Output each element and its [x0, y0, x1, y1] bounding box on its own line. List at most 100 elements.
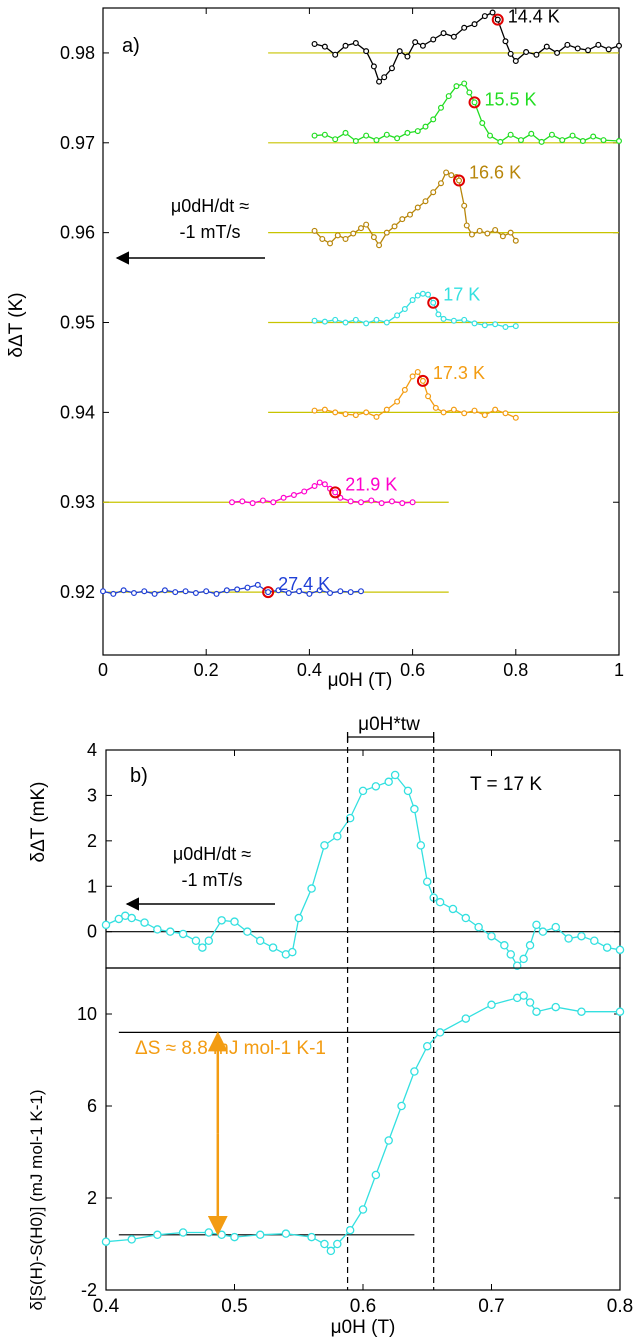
panel-a-frame	[102, 7, 620, 656]
data-point	[512, 323, 519, 330]
data-point	[419, 290, 426, 297]
data-point	[358, 499, 365, 506]
data-point	[342, 411, 349, 418]
data-point	[416, 841, 426, 850]
data-point	[371, 1170, 381, 1180]
data-point	[332, 489, 339, 496]
panel-b-y-label: δΔT (mK)	[28, 782, 49, 863]
data-point	[502, 324, 509, 331]
data-point	[399, 500, 406, 507]
data-point	[397, 1101, 406, 1111]
x-tick-label: 1	[614, 660, 624, 680]
data-point	[448, 172, 455, 179]
data-point	[471, 407, 478, 414]
data-point	[358, 1205, 368, 1214]
y-tick-label: 0.95	[60, 313, 95, 333]
panel-c-x-label: μ0H (T)	[331, 1317, 396, 1338]
data-point	[101, 1237, 111, 1246]
data-point	[453, 83, 460, 90]
data-point	[371, 782, 381, 791]
data-point	[321, 481, 328, 488]
panel-c-y-label: δ[S(H)-S(H0)] (mJ mol-1 K-1)	[27, 1089, 46, 1310]
data-point	[435, 311, 442, 318]
data-point	[178, 929, 188, 939]
data-point	[474, 922, 483, 932]
data-point	[255, 936, 265, 946]
data-point	[370, 63, 377, 70]
y-tick-label: 0.96	[60, 223, 95, 243]
y-tick-label: 0.93	[60, 492, 95, 512]
data-point	[332, 136, 339, 143]
y-tick-label: 2	[87, 831, 97, 851]
data-point	[363, 320, 370, 327]
data-point	[363, 132, 370, 139]
data-point	[461, 1014, 471, 1023]
data-point	[432, 404, 439, 411]
data-point	[430, 116, 437, 123]
data-point	[311, 483, 318, 490]
x-tick-label: 0.2	[194, 660, 219, 680]
data-point	[481, 322, 488, 329]
data-point	[564, 934, 573, 943]
data-point	[481, 13, 488, 20]
data-point	[306, 590, 313, 597]
data-point	[217, 916, 226, 925]
data-point	[468, 231, 475, 238]
data-point	[290, 492, 297, 499]
data-point	[554, 49, 561, 56]
data-point	[376, 78, 383, 85]
panel-b-entropy: -2 2 6 10 0.4 0.5 0.6 0.7 0.8	[77, 967, 633, 1317]
data-point	[538, 927, 548, 936]
data-point	[114, 914, 124, 924]
data-point	[384, 777, 393, 787]
series-label: 17.3 K	[433, 363, 485, 383]
data-point	[489, 9, 496, 16]
y-tick-label: 0.94	[60, 402, 95, 422]
x-tick-label: 0.7	[478, 1296, 504, 1317]
data-point	[481, 412, 488, 419]
data-point	[430, 299, 437, 306]
data-point	[394, 398, 401, 405]
data-point	[517, 137, 524, 144]
data-point	[492, 226, 499, 233]
data-point	[484, 230, 491, 237]
data-point	[332, 51, 339, 58]
data-point	[285, 589, 292, 596]
data-point	[319, 235, 326, 242]
data-point	[230, 917, 239, 926]
data-point	[492, 321, 499, 328]
data-point	[422, 877, 432, 886]
data-point	[130, 589, 137, 596]
data-point	[615, 1007, 625, 1016]
data-point	[358, 588, 365, 595]
data-point	[172, 589, 179, 596]
data-point	[311, 407, 318, 414]
data-point	[270, 499, 277, 506]
data-point	[492, 406, 499, 413]
panel-c-frame	[105, 967, 621, 1291]
data-point	[538, 138, 545, 145]
data-point	[352, 412, 359, 419]
data-point	[425, 393, 432, 400]
panel-b-temperature: T = 17 K	[470, 774, 542, 795]
data-point	[332, 409, 339, 416]
data-point	[414, 368, 421, 375]
data-point	[259, 497, 266, 504]
data-point	[334, 232, 341, 239]
data-point	[409, 499, 416, 506]
data-point	[437, 180, 444, 187]
data-point	[407, 211, 414, 218]
data-point	[268, 943, 278, 952]
data-point	[301, 488, 308, 495]
data-point	[333, 832, 342, 841]
data-point	[373, 137, 380, 144]
data-point	[311, 132, 318, 139]
data-point	[321, 406, 328, 413]
data-point	[363, 48, 370, 55]
data-point	[551, 922, 561, 932]
panel-b-rate-line1: μ0dH/dt ≈	[173, 844, 251, 864]
data-point	[265, 589, 272, 596]
data-point	[230, 1232, 239, 1242]
data-point	[333, 1239, 342, 1249]
y-tick-label: 0.97	[60, 133, 95, 153]
